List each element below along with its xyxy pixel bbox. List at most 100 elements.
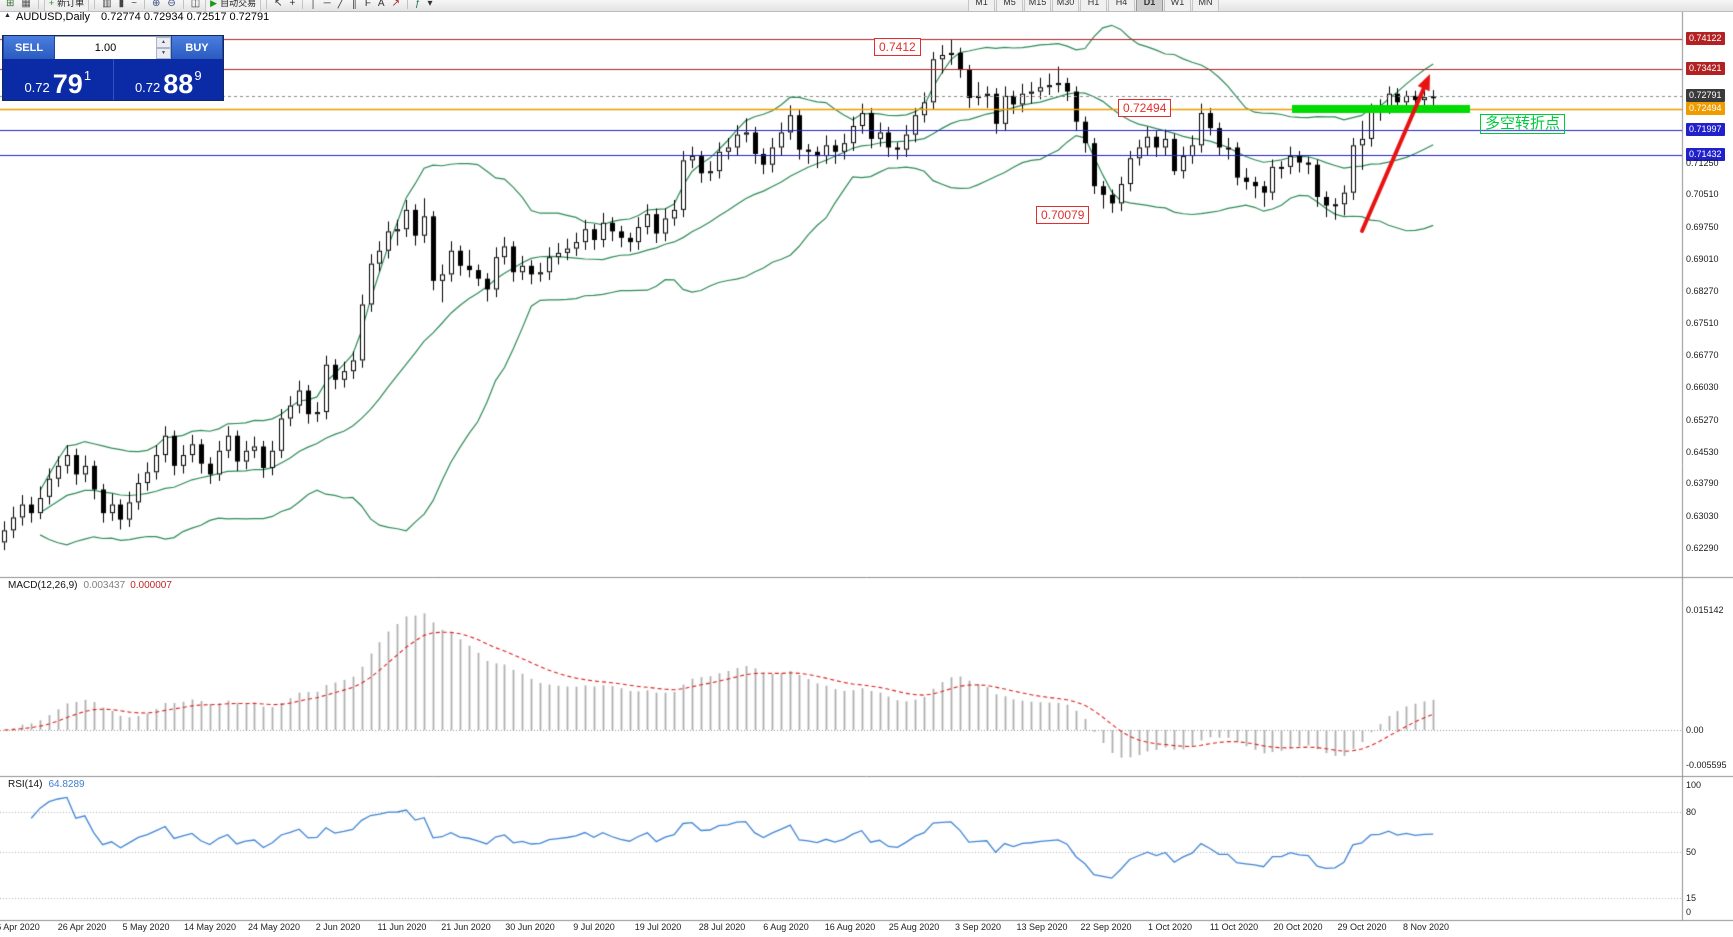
- rsi-label: RSI(14) 64.8289: [8, 779, 85, 790]
- volume-value[interactable]: 1.00: [94, 42, 117, 54]
- horizontal-line-icon[interactable]: ─: [322, 0, 333, 11]
- text-label-icon[interactable]: A: [376, 0, 387, 11]
- price-axis-label: 0.65270: [1686, 414, 1719, 425]
- price-annotation-high[interactable]: 0.7412: [874, 38, 921, 56]
- sell-price[interactable]: 0.72 79 1: [3, 59, 114, 100]
- rsi-name: RSI(14): [8, 779, 43, 790]
- cursor-icon[interactable]: ↖: [272, 0, 284, 11]
- toolbar-left-group: ⊞ ▦ + 新订单 ▥ ▮ ~ ⊕ ⊖ ◫ ▶ 自动交易 ↖ + │ ─ ╱ ║ F A ↗ ƒ ▾: [4, 0, 435, 11]
- arrow-objects-icon[interactable]: ↗: [390, 0, 402, 11]
- date-axis-label: 28 Jul 2020: [698, 922, 746, 932]
- sell-button[interactable]: SELL: [3, 36, 55, 59]
- price-axis-label: 0.64530: [1686, 446, 1719, 457]
- date-axis-label: 21 Jun 2020: [441, 922, 491, 932]
- date-axis-label: 19 Jul 2020: [634, 922, 682, 932]
- sell-price-sup: 1: [83, 68, 92, 83]
- price-annotation-low[interactable]: 0.70079: [1036, 206, 1090, 224]
- crosshair-icon[interactable]: +: [288, 0, 298, 11]
- volume-up-button[interactable]: ▲: [156, 37, 171, 48]
- timeframe-m15-button[interactable]: M15: [1024, 0, 1051, 11]
- candlestick-mode-icon: ▮: [118, 0, 125, 9]
- toolbar-separator: [302, 0, 304, 9]
- trendline-icon: ╱: [337, 0, 344, 9]
- timeframe-h1-button[interactable]: H1: [1080, 0, 1107, 11]
- timeframe-h4-button[interactable]: H4: [1108, 0, 1135, 11]
- fibonacci-icon[interactable]: F: [363, 0, 373, 11]
- toolbar-separator: [143, 0, 145, 9]
- zoom-out-icon: ⊖: [167, 0, 176, 9]
- toolbar-separator: [94, 0, 96, 9]
- date-axis-label: 3 Sep 2020: [954, 922, 1002, 932]
- chart-title: AUDUSD,Daily 0.72774 0.72934 0.72517 0.7…: [16, 11, 269, 23]
- indicators-icon: ƒ: [414, 0, 421, 9]
- autotrading-button[interactable]: ▶ 自动交易: [205, 0, 262, 11]
- volume-down-button[interactable]: ▼: [156, 48, 171, 59]
- price-axis-label: 0.71997: [1686, 123, 1725, 137]
- price-axis-label: 0.63030: [1686, 511, 1719, 522]
- buy-price[interactable]: 0.72 88 9: [114, 59, 224, 100]
- rsi-value: 64.8289: [48, 779, 85, 790]
- vertical-line-icon: │: [310, 0, 317, 9]
- toolbar-separator: [37, 0, 39, 9]
- price-axis-label: 0.74122: [1686, 32, 1725, 45]
- timeframe-toolbar: M1 M5 M15 M30 H1 H4 D1 W1 MN: [968, 0, 1220, 11]
- bar-chart-mode-icon[interactable]: ▥: [100, 0, 113, 11]
- new-chart-icon[interactable]: ⊞: [4, 0, 16, 11]
- equidistant-channel-icon[interactable]: ║: [349, 0, 360, 11]
- chart-profiles-icon: ▦: [21, 0, 31, 9]
- chart-profiles-icon[interactable]: ▦: [19, 0, 32, 11]
- bar-chart-mode-icon: ▥: [102, 0, 112, 9]
- timeframe-w1-button[interactable]: W1: [1164, 0, 1191, 11]
- date-axis-label: 11 Oct 2020: [1209, 922, 1259, 932]
- date-axis-label: 20 Oct 2020: [1273, 922, 1323, 932]
- ohlc-values: 0.72774 0.72934 0.72517 0.72791: [101, 11, 270, 23]
- one-click-toggle-icon[interactable]: ▲: [4, 12, 11, 19]
- zoom-in-icon: ⊕: [151, 0, 161, 9]
- line-chart-mode-icon[interactable]: ~: [129, 0, 139, 11]
- date-axis-label: 25 Aug 2020: [888, 922, 940, 932]
- autotrading-button-label: 自动交易: [220, 0, 257, 8]
- timeframe-m5-button[interactable]: M5: [996, 0, 1023, 11]
- price-axis-label: 0.69010: [1686, 253, 1719, 264]
- horizontal-line-icon: ─: [323, 0, 331, 9]
- indicators-icon[interactable]: ƒ: [413, 0, 423, 11]
- buy-button[interactable]: BUY: [171, 36, 223, 59]
- candlestick-mode-icon[interactable]: ▮: [117, 0, 127, 11]
- price-axis-label: 0.71432: [1686, 147, 1725, 161]
- timeframe-m1-button[interactable]: M1: [968, 0, 995, 11]
- zoom-in-icon[interactable]: ⊕: [150, 0, 162, 11]
- timeframe-mn-button[interactable]: MN: [1192, 0, 1219, 11]
- autotrading-button: ▶: [210, 0, 218, 8]
- buy-price-big: 88: [163, 68, 194, 99]
- volume-box[interactable]: 1.00 ▲ ▼: [55, 36, 171, 59]
- rsi-axis-label: 0: [1686, 907, 1692, 917]
- one-click-trading-panel: SELL 1.00 ▲ ▼ BUY 0.72 79 1 0.72 88 9: [2, 35, 224, 101]
- text-label-icon: A: [377, 0, 385, 9]
- zoom-out-icon[interactable]: ⊖: [165, 0, 177, 11]
- timeframe-m30-button[interactable]: M30: [1052, 0, 1079, 11]
- tile-windows-icon: ◫: [190, 0, 201, 9]
- macd-axis-label: -0.005595: [1686, 760, 1727, 770]
- date-axis-label: 11 Jun 2020: [377, 922, 427, 932]
- trendline-icon[interactable]: ╱: [336, 0, 346, 11]
- pivot-note-text[interactable]: 多空转折点: [1480, 114, 1566, 134]
- date-axis-label: 1 Oct 2020: [1147, 922, 1193, 932]
- timeframe-d1-button[interactable]: D1: [1136, 0, 1163, 11]
- sell-price-prefix: 0.72: [24, 79, 50, 95]
- volume-spinner: ▲ ▼: [156, 37, 171, 59]
- macd-label: MACD(12,26,9) 0.003437 0.000007: [8, 580, 172, 591]
- new-order-button[interactable]: + 新订单: [43, 0, 90, 11]
- price-annotation-pivot[interactable]: 0.72494: [1118, 99, 1172, 117]
- cursor-icon: ↖: [274, 0, 283, 9]
- vertical-line-icon[interactable]: │: [308, 0, 318, 11]
- indicator-dropdown-icon[interactable]: ▾: [426, 0, 435, 11]
- price-axis-label: 0.67510: [1686, 318, 1719, 329]
- sell-price-big: 79: [52, 68, 83, 99]
- macd-name: MACD(12,26,9): [8, 580, 78, 591]
- date-axis-label: 16 Aug 2020: [824, 922, 876, 932]
- tile-windows-icon[interactable]: ◫: [189, 0, 202, 11]
- arrow-objects-icon: ↗: [391, 0, 400, 9]
- date-axis-label: 6 Apr 2020: [0, 922, 40, 932]
- price-axis-label: 0.73421: [1686, 62, 1725, 76]
